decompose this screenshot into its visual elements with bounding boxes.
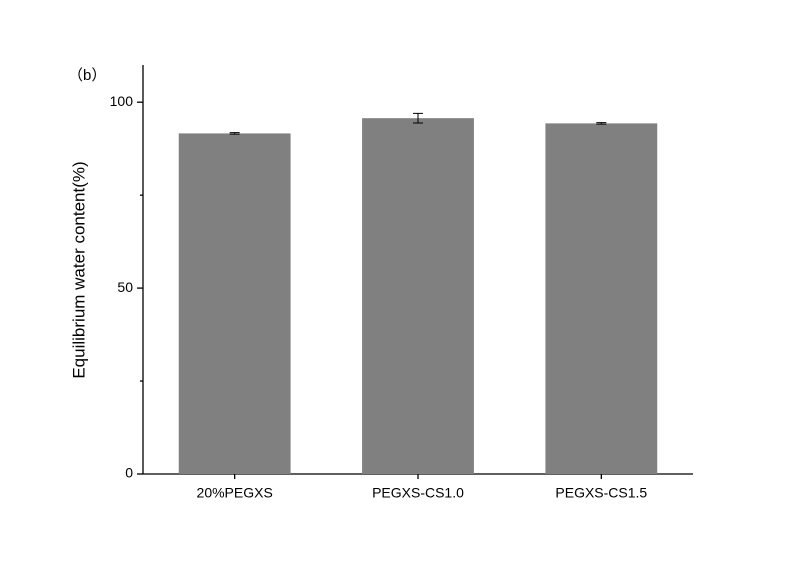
x-tick-label: PEGXS-CS1.5	[555, 485, 647, 501]
bar	[178, 133, 291, 474]
x-tick-label: 20%PEGXS	[197, 485, 273, 501]
error-bar	[596, 122, 607, 125]
bar	[362, 118, 474, 475]
bar	[545, 123, 658, 474]
error-bar	[229, 132, 240, 135]
x-tick-label: PEGXS-CS1.0	[372, 485, 464, 501]
y-tick-label: 0	[125, 465, 133, 481]
y-tick-label: 50	[117, 279, 133, 295]
error-bar	[413, 112, 423, 124]
y-tick-label: 100	[110, 93, 134, 109]
panel-label: （b）	[68, 67, 106, 84]
y-axis-label: Equilibrium water content(%)	[69, 161, 88, 378]
